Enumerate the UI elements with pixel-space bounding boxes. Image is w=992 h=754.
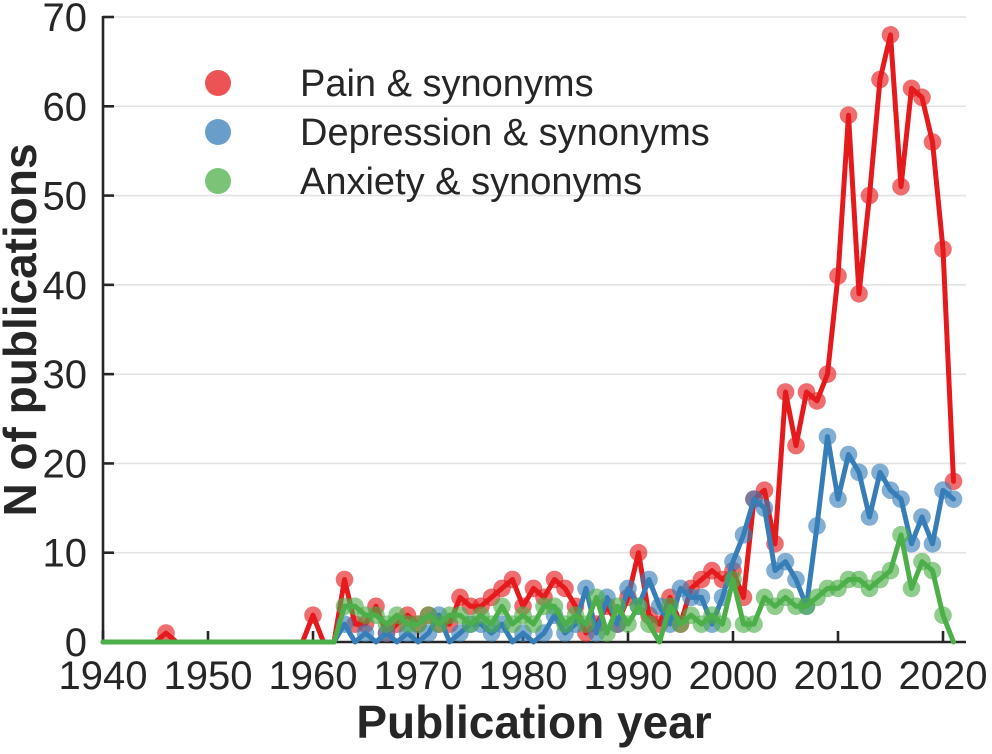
y-tick-label: 30 (43, 353, 88, 397)
x-tick-label: 2000 (689, 654, 778, 698)
series-line-anxiety (100, 532, 956, 645)
x-tick-label: 1960 (269, 654, 358, 698)
y-tick-label: 10 (43, 532, 88, 576)
axes (101, 15, 966, 644)
legend-label-anxiety: Anxiety & synonyms (300, 161, 642, 203)
x-tick-label: 2020 (899, 654, 988, 698)
legend-marker-depression (205, 119, 231, 145)
gridlines (103, 16, 966, 554)
series-depression (100, 427, 963, 645)
legend-label-depression: Depression & synonyms (300, 112, 710, 154)
legend-marker-pain (205, 70, 231, 96)
y-tick-label: 60 (43, 85, 88, 129)
x-tick-label: 1970 (374, 654, 463, 698)
legend: Pain & synonyms Depression & synonyms An… (205, 63, 710, 203)
x-tick-label: 1990 (584, 654, 673, 698)
y-tick-label: 50 (43, 175, 88, 219)
x-axis-label: Publication year (356, 696, 711, 748)
y-tick-label: 70 (43, 0, 88, 40)
x-tick-label: 1980 (479, 654, 568, 698)
legend-marker-anxiety (205, 168, 231, 194)
x-tick-label: 1950 (164, 654, 253, 698)
y-tick-label: 20 (43, 442, 88, 486)
legend-label-pain: Pain & synonyms (300, 63, 594, 105)
x-tick-label: 1940 (59, 654, 148, 698)
data-series (100, 26, 963, 645)
series-anxiety (100, 526, 956, 645)
y-axis-label: N of publications (0, 143, 46, 516)
y-tick-label: 40 (43, 264, 88, 308)
tick-labels: 0 10 20 30 40 50 60 70 1940 1950 1960 1970 1980 1990 2… (43, 0, 988, 698)
y-tick-label: 0 (65, 621, 87, 665)
x-tick-label: 2010 (794, 654, 883, 698)
